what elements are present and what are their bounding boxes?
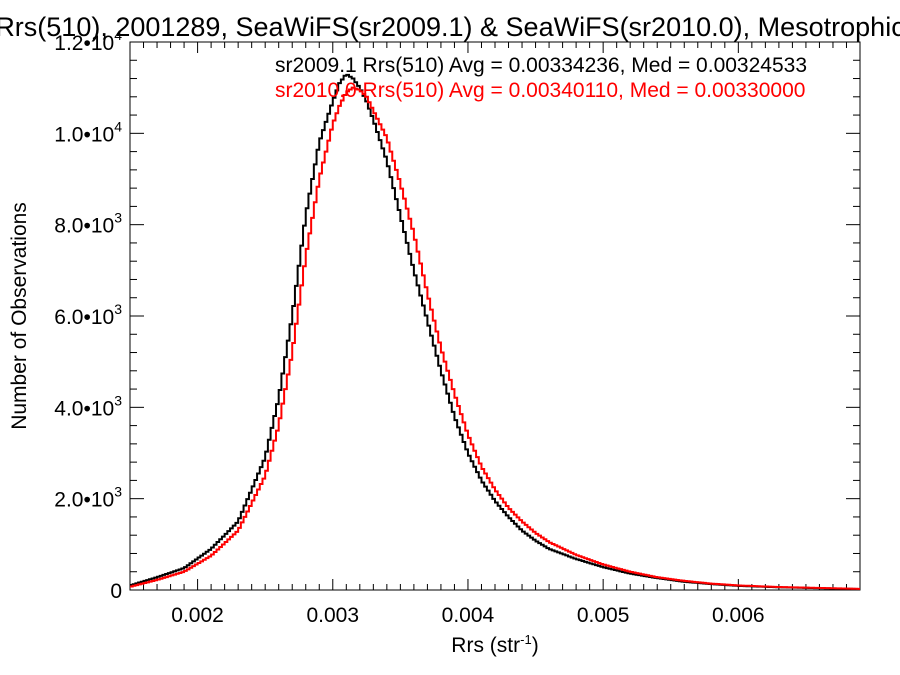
series-layer	[130, 73, 860, 591]
y-tick-label: 8.0•103	[54, 210, 122, 238]
x-axis-label: Rrs (str-1)	[451, 632, 538, 657]
x-axis-ticks: 0.002 0.003 0.004 0.005 0.006	[129, 42, 861, 627]
x-tick-label: 0.002	[171, 604, 224, 627]
y-tick-label: 1.0•104	[54, 118, 122, 146]
x-axis-label-tail: )	[532, 634, 539, 657]
x-tick-label: 0.005	[577, 604, 630, 627]
x-tick-label: 0.006	[712, 604, 765, 627]
y-tick-label: 1.2•104	[54, 27, 122, 55]
y-axis-ticks: 0 2.0•103 4.0•103 6.0•103 8.0•103 1.0•104 1.2•…	[54, 27, 860, 603]
chart-title: Rrs(510), 2001289, SeaWiFS(sr2009.1) & S…	[0, 12, 900, 42]
y-axis-label: Number of Observations	[8, 202, 31, 430]
legend-entry-sr2010-0: sr2010.0 Rrs(510) Avg = 0.00340110, Med …	[275, 79, 805, 102]
y-tick-label: 6.0•103	[54, 301, 122, 329]
x-axis-label-superscript: -1	[520, 632, 532, 647]
series-line-sr2009-1	[130, 73, 860, 591]
series-line-sr2010-0	[130, 86, 860, 590]
legend-entry-sr2009-1: sr2009.1 Rrs(510) Avg = 0.00334236, Med …	[275, 54, 807, 77]
plot-frame	[129, 41, 861, 591]
x-axis-label-main: Rrs (str	[451, 634, 520, 657]
y-tick-label: 0	[110, 580, 122, 603]
x-tick-label: 0.003	[306, 604, 359, 627]
y-tick-label: 2.0•103	[54, 484, 122, 512]
x-tick-label: 0.004	[442, 604, 495, 627]
y-tick-label: 4.0•103	[54, 392, 122, 420]
